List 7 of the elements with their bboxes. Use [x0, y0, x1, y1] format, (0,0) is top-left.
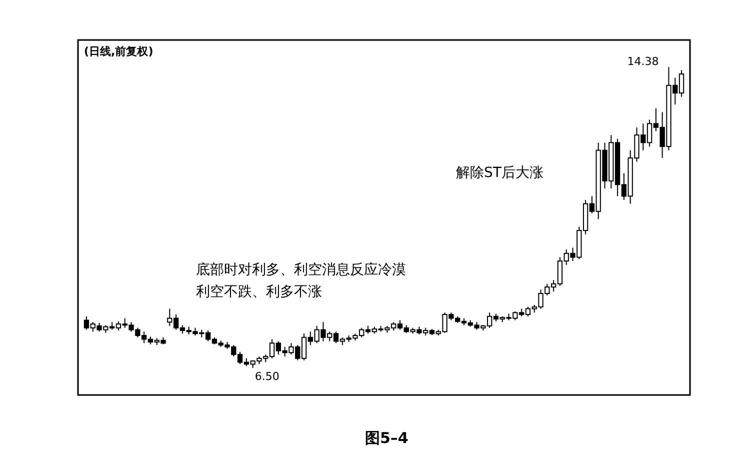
annotation: 解除ST后大涨 [456, 165, 544, 181]
chart-title: (日线,前复权) [84, 45, 154, 58]
caption: 图5–4 [365, 429, 408, 447]
annotation: 14.38 [627, 55, 659, 68]
annotation: 利空不跌、利多不涨 [196, 284, 322, 300]
text: 6.50 [254, 370, 280, 383]
annotation: 底部时对利多、利空消息反应冷漠 [196, 262, 406, 278]
